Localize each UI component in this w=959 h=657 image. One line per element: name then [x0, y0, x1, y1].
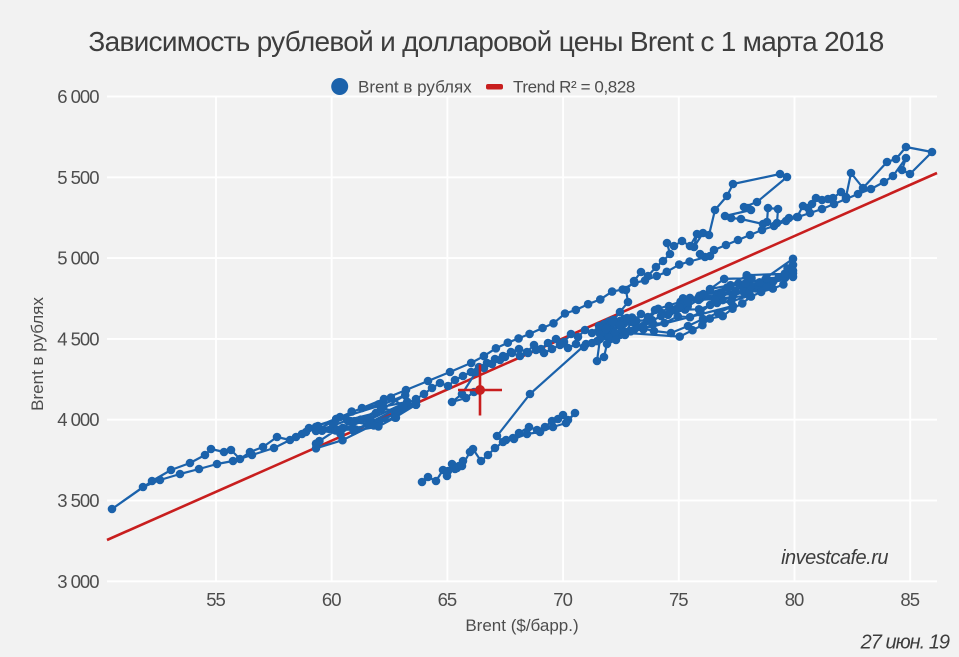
svg-text:80: 80 — [785, 589, 804, 610]
svg-text:55: 55 — [206, 589, 225, 610]
svg-text:65: 65 — [438, 589, 457, 610]
svg-text:5 500: 5 500 — [57, 167, 99, 188]
svg-text:3 500: 3 500 — [57, 490, 99, 511]
svg-text:Brent ($/барр.): Brent ($/барр.) — [465, 616, 578, 635]
svg-text:Зависимость рублевой и долларо: Зависимость рублевой и долларовой цены B… — [88, 26, 883, 57]
svg-text:4 500: 4 500 — [57, 328, 99, 349]
svg-text:60: 60 — [322, 589, 341, 610]
svg-text:investcafe.ru: investcafe.ru — [781, 547, 888, 569]
svg-text:5 000: 5 000 — [57, 248, 99, 269]
svg-text:70: 70 — [553, 589, 572, 610]
svg-text:6 000: 6 000 — [57, 86, 99, 107]
svg-text:75: 75 — [669, 589, 688, 610]
svg-text:85: 85 — [900, 589, 919, 610]
svg-text:27 июн. 19: 27 июн. 19 — [860, 632, 950, 653]
svg-text:Brent в рублях: Brent в рублях — [358, 78, 472, 97]
svg-text:4 000: 4 000 — [57, 409, 99, 430]
svg-text:3 000: 3 000 — [57, 571, 99, 592]
svg-text:Brent в рублях: Brent в рублях — [28, 297, 47, 411]
svg-text:Trend R² = 0,828: Trend R² = 0,828 — [513, 78, 635, 97]
